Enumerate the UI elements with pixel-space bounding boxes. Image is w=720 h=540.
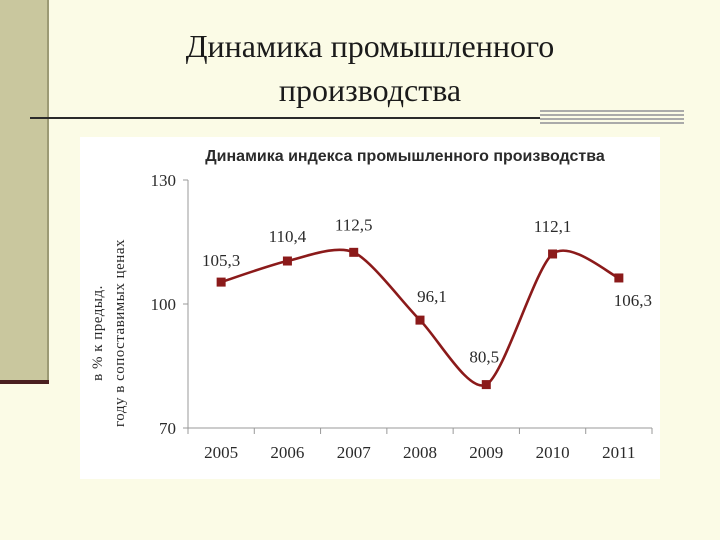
line-chart: Динамика индекса промышленного производс… [90,148,653,462]
y-axis-label-line1: в % к предыд. [90,285,106,381]
title-rule-block [540,110,684,126]
axes [187,180,653,434]
x-tick-label: 2006 [270,443,304,462]
x-tick-label: 2008 [403,443,437,462]
x-ticks: 2005 2006 2007 2008 2009 2010 2011 [204,443,635,462]
data-label: 112,1 [534,217,572,236]
data-point-marker [415,315,425,325]
data-point-marker [216,277,226,287]
slide-title-line1: Динамика промышленного [185,28,555,64]
data-point-marker [349,247,359,257]
x-tick-label: 2011 [602,443,635,462]
data-label: 96,1 [417,287,447,306]
data-point-marker [282,256,292,266]
y-axis-label: в % к предыд. году в сопоставимых ценах [90,239,128,427]
slide-title-line2: производства [278,72,462,108]
x-tick-label: 2010 [536,443,570,462]
data-label: 105,3 [202,251,240,270]
data-point-marker [614,273,624,283]
x-tick-label: 2009 [469,443,503,462]
data-label: 106,3 [614,291,652,310]
y-tick-label: 130 [151,171,177,190]
x-tick-label: 2005 [204,443,238,462]
y-axis-label-line2: году в сопоставимых ценах [112,239,128,427]
slide-title: Динамика промышленного производства [100,24,640,112]
title-underline [30,117,540,119]
y-ticks: 130 100 70 [151,171,188,438]
data-label: 110,4 [269,227,307,246]
series-group [216,247,624,390]
chart-panel: Динамика индекса промышленного производс… [80,137,660,479]
chart-title: Динамика индекса промышленного производс… [205,148,605,165]
data-point-marker [548,249,558,259]
left-decor-strip [0,0,49,382]
y-tick-label: 70 [159,419,176,438]
data-point-marker [481,380,491,390]
data-label: 80,5 [469,348,499,367]
data-labels: 105,3 110,4 112,5 96,1 80,5 112,1 106,3 [202,215,652,366]
y-tick-label: 100 [151,295,177,314]
x-tick-label: 2007 [337,443,372,462]
data-label: 112,5 [335,215,373,234]
left-decor-strip-end [0,380,49,384]
